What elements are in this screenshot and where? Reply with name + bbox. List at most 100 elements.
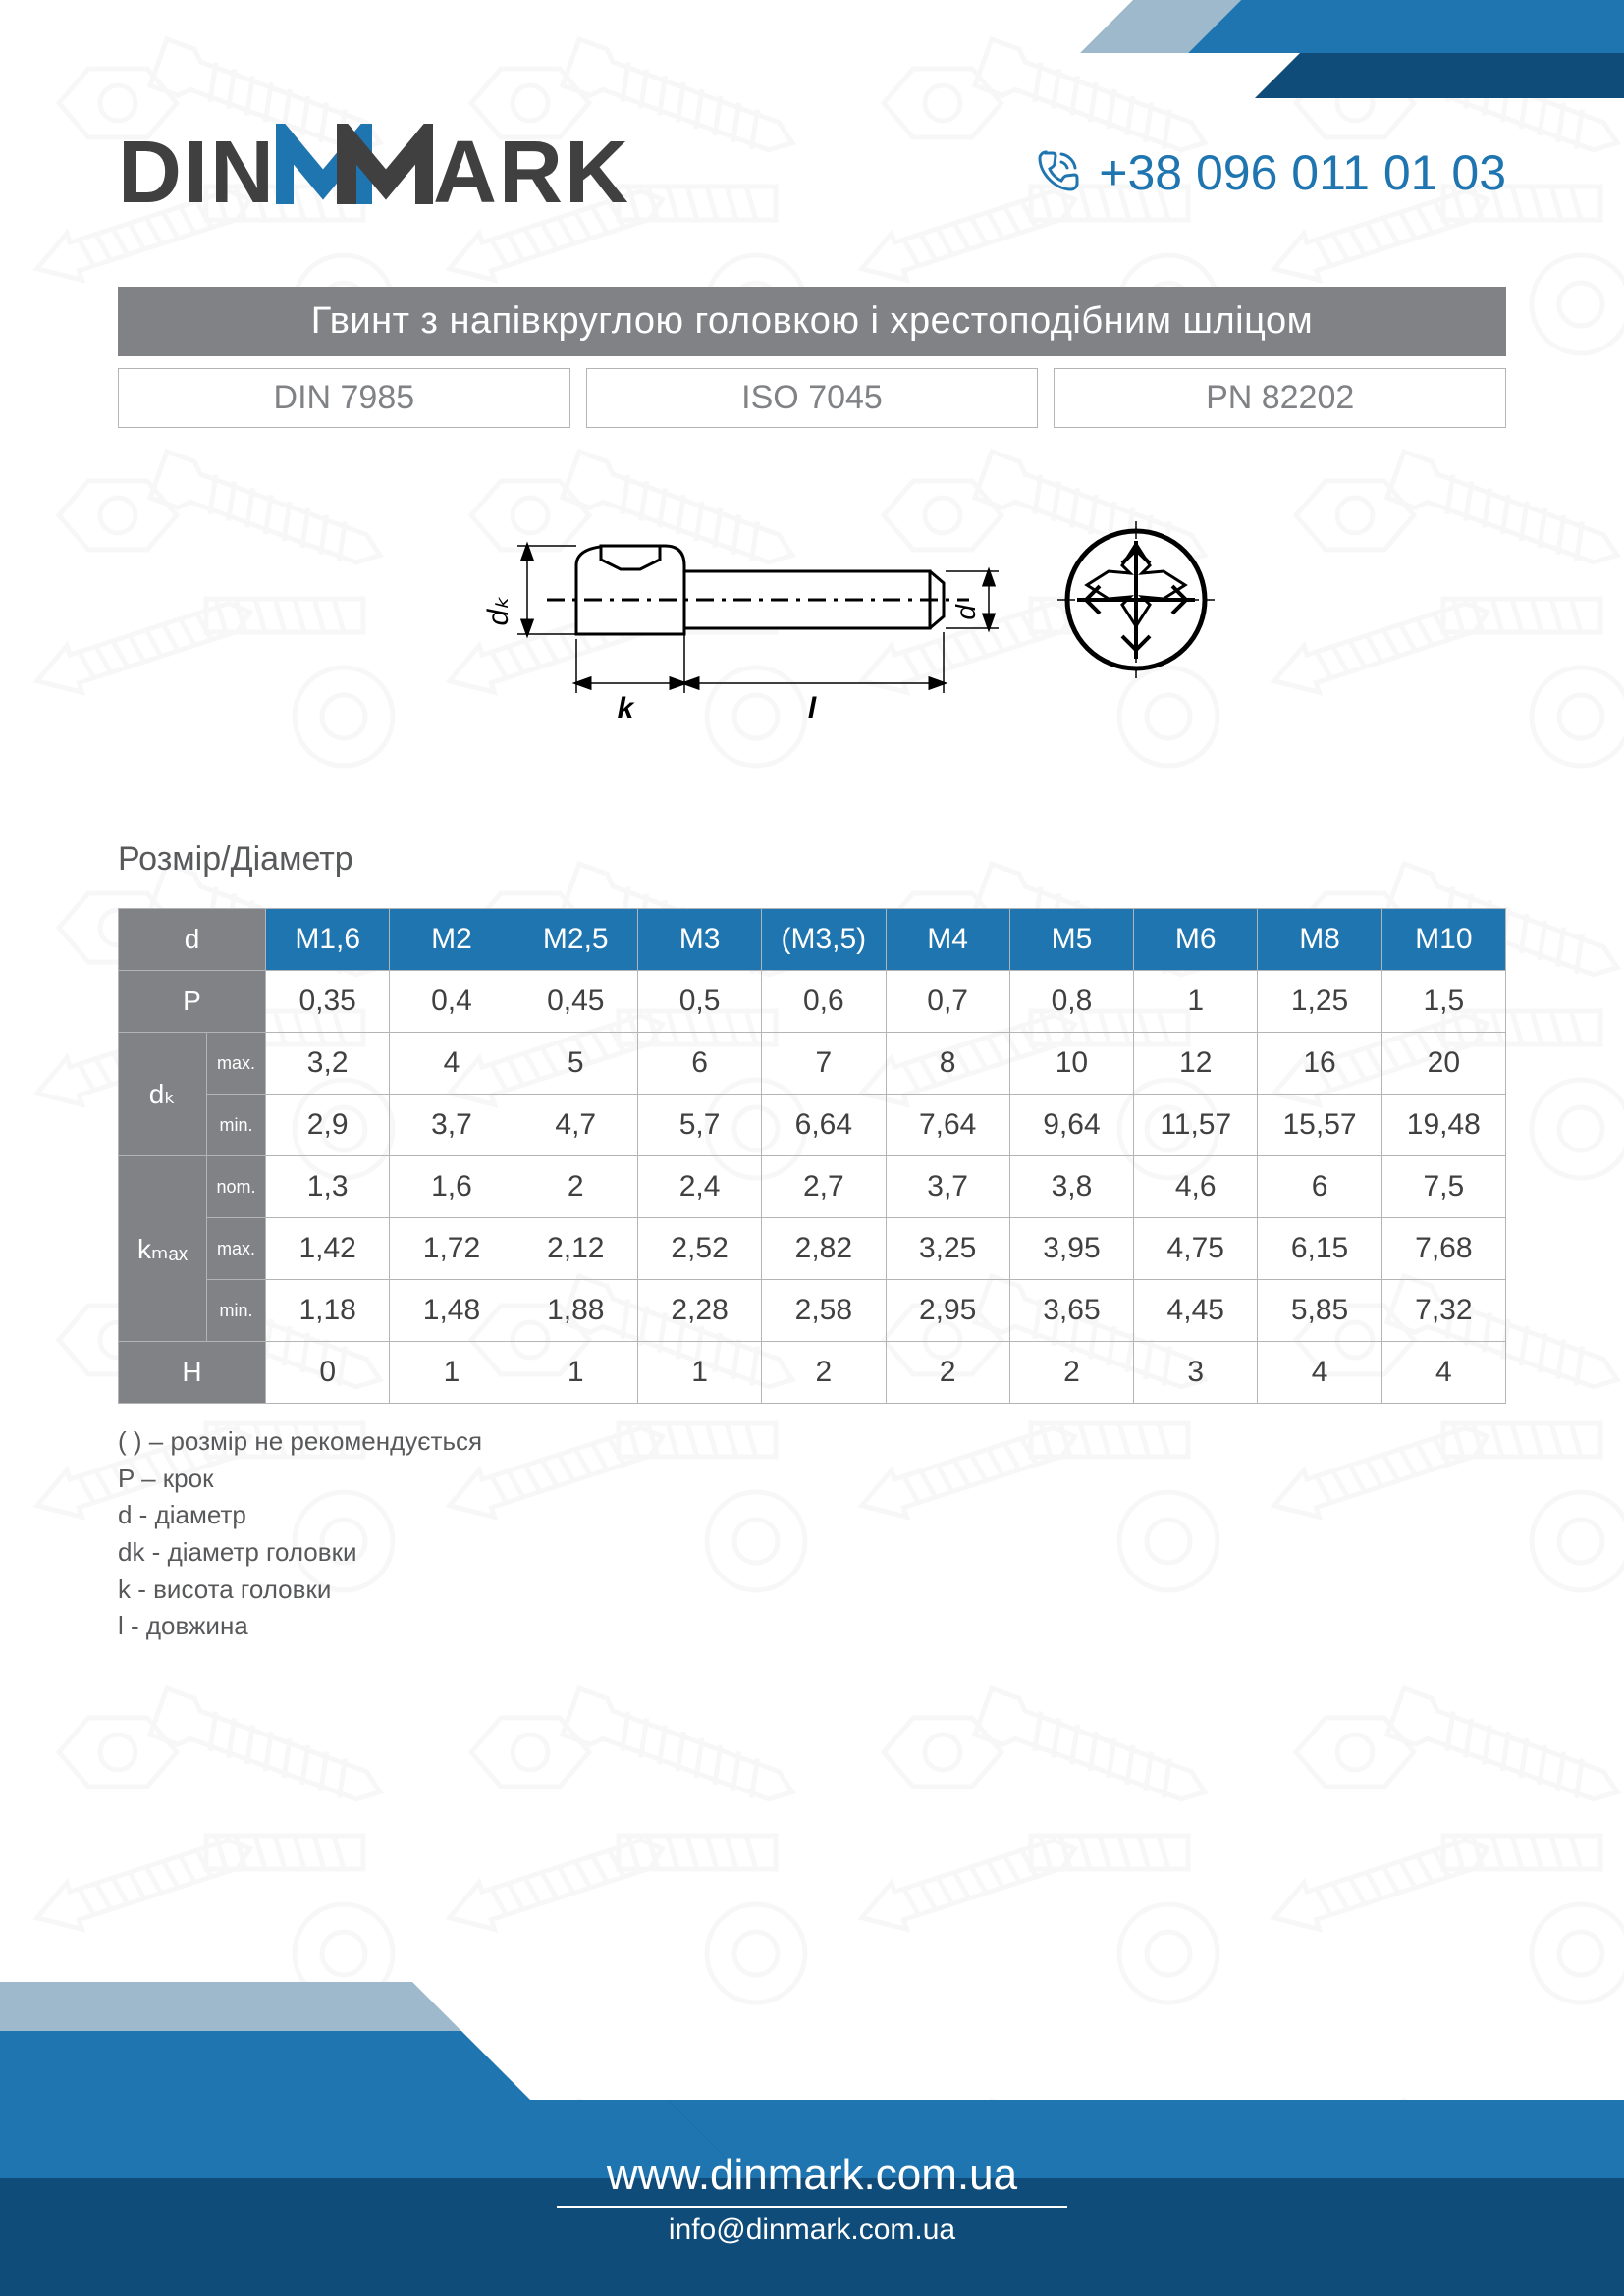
cell: 2,7 [762,1156,886,1218]
brand-logo: DIN ARK [118,118,630,228]
cell: 1,6 [390,1156,514,1218]
label-l: l [808,692,817,724]
page-header: DIN ARK +38 096 011 01 03 [118,0,1506,267]
cell: 5 [514,1033,637,1095]
cell: 1 [1134,971,1258,1033]
cell: 5,7 [637,1095,761,1156]
cell: 0,5 [637,971,761,1033]
logo-text-din: DIN [118,123,276,224]
cell: 4,6 [1134,1156,1258,1218]
cell: 3 [1134,1342,1258,1404]
cell: 0,8 [1009,971,1133,1033]
cell: 0,6 [762,971,886,1033]
dimensions-table: dM1,6M2M2,5M3(M3,5)M4M5M6M8M10P0,350,40,… [118,908,1506,1404]
cell: 6,64 [762,1095,886,1156]
cell: 6 [637,1033,761,1095]
standards-row: DIN 7985 ISO 7045 PN 82202 [118,368,1506,428]
cell: 2 [762,1342,886,1404]
cell: 1 [637,1342,761,1404]
th-size: M1,6 [266,909,390,971]
th-size: M8 [1258,909,1381,971]
cell: 4,7 [514,1095,637,1156]
cell: 0,4 [390,971,514,1033]
cell: 2 [514,1156,637,1218]
cell: 11,57 [1134,1095,1258,1156]
header-phone: +38 096 011 01 03 [1032,144,1506,201]
standard-din: DIN 7985 [118,368,570,428]
row-h2: min. [207,1095,266,1156]
cell: 4 [390,1033,514,1095]
cell: 10 [1009,1033,1133,1095]
cell: 1,5 [1381,971,1505,1033]
cell: 2,58 [762,1280,886,1342]
row-h1: H [119,1342,266,1404]
th-size: M6 [1134,909,1258,971]
row-h2: max. [207,1218,266,1280]
cell: 8 [886,1033,1009,1095]
label-dk: dₖ [482,597,514,626]
footer-email: info@dinmark.com.ua [0,2214,1624,2247]
cell: 16 [1258,1033,1381,1095]
cell: 1,42 [266,1218,390,1280]
cell: 1,25 [1258,971,1381,1033]
cell: 9,64 [1009,1095,1133,1156]
label-d: d [950,604,981,620]
footer-url: www.dinmark.com.ua [0,2151,1624,2200]
legend: ( ) – розмір не рекомендуєтьсяP – крокd … [118,1423,1506,1645]
cell: 0 [266,1342,390,1404]
cell: 4,75 [1134,1218,1258,1280]
row-h2: max. [207,1033,266,1095]
cell: 1,48 [390,1280,514,1342]
cell: 1,3 [266,1156,390,1218]
phone-number: +38 096 011 01 03 [1099,144,1506,201]
logo-text-ark: ARK [433,123,630,224]
section-label: Розмір/Діаметр [118,840,1506,879]
page-footer: www.dinmark.com.ua info@dinmark.com.ua [0,2151,1624,2296]
th-size: (M3,5) [762,909,886,971]
th-size: M10 [1381,909,1505,971]
cell: 3,65 [1009,1280,1133,1342]
row-h2: min. [207,1280,266,1342]
cell: 7,32 [1381,1280,1505,1342]
cell: 2 [1009,1342,1133,1404]
cell: 7 [762,1033,886,1095]
cell: 0,7 [886,971,1009,1033]
cell: 2,95 [886,1280,1009,1342]
logo-m-mark-icon [276,124,433,234]
cell: 6,15 [1258,1218,1381,1280]
cell: 7,64 [886,1095,1009,1156]
cell: 3,7 [886,1156,1009,1218]
th-size: M3 [637,909,761,971]
legend-line: l - довжина [118,1608,1506,1645]
cell: 20 [1381,1033,1505,1095]
legend-line: ( ) – розмір не рекомендується [118,1423,1506,1461]
cell: 2,28 [637,1280,761,1342]
cell: 1 [514,1342,637,1404]
cell: 2,12 [514,1218,637,1280]
cell: 1,88 [514,1280,637,1342]
cell: 4,45 [1134,1280,1258,1342]
th-size: M5 [1009,909,1133,971]
th-size: M4 [886,909,1009,971]
cell: 3,2 [266,1033,390,1095]
cell: 7,68 [1381,1218,1505,1280]
label-k: k [618,692,635,724]
cell: 5,85 [1258,1280,1381,1342]
cell: 2 [886,1342,1009,1404]
row-h1: P [119,971,266,1033]
cell: 3,7 [390,1095,514,1156]
standard-pn: PN 82202 [1054,368,1506,428]
cell: 2,4 [637,1156,761,1218]
cell: 19,48 [1381,1095,1505,1156]
cell: 4 [1381,1342,1505,1404]
technical-drawing: dₖ k l d [118,487,1506,762]
cell: 12 [1134,1033,1258,1095]
cell: 3,95 [1009,1218,1133,1280]
cell: 6 [1258,1156,1381,1218]
cell: 4 [1258,1342,1381,1404]
legend-line: P – крок [118,1461,1506,1498]
th-size: M2 [390,909,514,971]
legend-line: k - висота головки [118,1572,1506,1609]
page-title: Гвинт з напівкруглою головкою і хрестопо… [118,287,1506,356]
row-h2: nom. [207,1156,266,1218]
